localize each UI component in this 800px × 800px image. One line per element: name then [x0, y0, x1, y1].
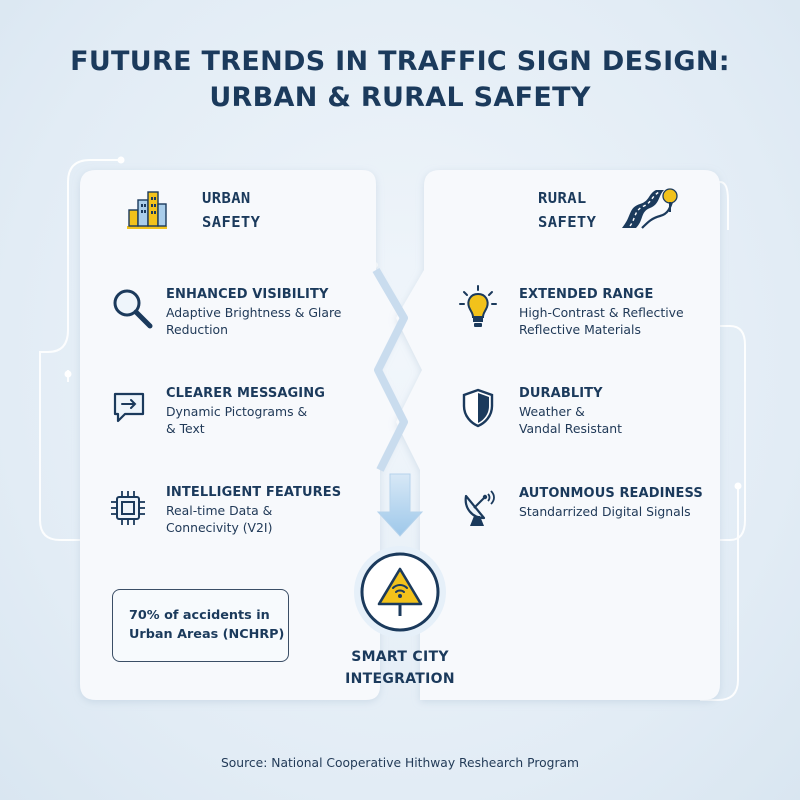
urban-item-messaging: CLEARER MESSAGING Dynamic Pictograms & &…: [166, 385, 325, 437]
message-bubble-icon: [112, 390, 146, 428]
satellite-dish-icon: [460, 486, 500, 534]
item-title: EXTENDED RANGE: [519, 287, 654, 302]
city-buildings-icon: [126, 190, 168, 234]
shield-icon: [462, 388, 494, 432]
rural-heading-line1: RURAL: [538, 189, 587, 207]
item-title: CLEARER MESSAGING: [166, 386, 325, 401]
hub-label: SMART CITY INTEGRATION: [300, 646, 500, 690]
item-title: DURABLITY: [519, 386, 603, 401]
page-title-line1: FUTURE TRENDS IN TRAFFIC SIGN DESIGN:: [70, 46, 730, 77]
item-description: High-Contrast & Reflective Reflective Ma…: [519, 305, 684, 337]
urban-heading: URBAN SAFETY: [202, 186, 260, 234]
source-note: Source: National Cooperative Hithway Res…: [220, 756, 580, 770]
urban-item-intelligent: INTELLIGENT FEATURES Real-time Data & Co…: [166, 484, 341, 536]
item-description: Standarrized Digital Signals: [519, 504, 691, 519]
winding-road-icon: [618, 186, 680, 234]
item-description: Weather & Vandal Resistant: [519, 404, 622, 436]
item-description: Real-time Data & Connecivity (V2I): [166, 503, 273, 535]
urban-item-visibility: ENHANCED VISIBILITY Adaptive Brightness …: [166, 286, 341, 338]
page-title-line2: URBAN & RURAL SAFETY: [209, 82, 591, 113]
center-seam: [372, 267, 408, 472]
urban-heading-line2: SAFETY: [202, 213, 261, 231]
stat-line1: 70% of accidents in: [129, 608, 270, 623]
item-title: ENHANCED VISIBILITY: [166, 287, 329, 302]
hub-label-line1: SMART CITY: [351, 649, 449, 665]
hub-label-line2: INTEGRATION: [345, 671, 455, 687]
urban-panel: [80, 170, 404, 700]
item-title: INTELLIGENT FEATURES: [166, 485, 342, 500]
chip-icon: [108, 488, 148, 532]
smart-warning-sign-icon: [376, 566, 424, 622]
down-arrow: [376, 473, 424, 537]
rural-item-autonomous: AUTONMOUS READINESS Standarrized Digital…: [519, 485, 703, 520]
item-title: AUTONMOUS READINESS: [519, 486, 703, 501]
rural-item-range: EXTENDED RANGE High-Contrast & Reflectiv…: [519, 286, 684, 338]
rural-item-durability: DURABLITY Weather & Vandal Resistant: [519, 385, 622, 437]
page-title: FUTURE TRENDS IN TRAFFIC SIGN DESIGN: UR…: [0, 44, 800, 116]
magnifier-icon: [110, 286, 154, 334]
urban-stat-box: 70% of accidents in Urban Areas (NCHRP): [112, 589, 289, 662]
rural-heading-line2: SAFETY: [538, 213, 597, 231]
urban-heading-line1: URBAN: [202, 189, 251, 207]
rural-heading: RURAL SAFETY: [538, 186, 596, 234]
item-description: Adaptive Brightness & Glare Reduction: [166, 305, 342, 337]
stat-line2: Urban Areas (NCHRP): [129, 627, 285, 642]
lightbulb-icon: [458, 284, 498, 336]
item-description: Dynamic Pictograms & & Text: [166, 404, 308, 436]
